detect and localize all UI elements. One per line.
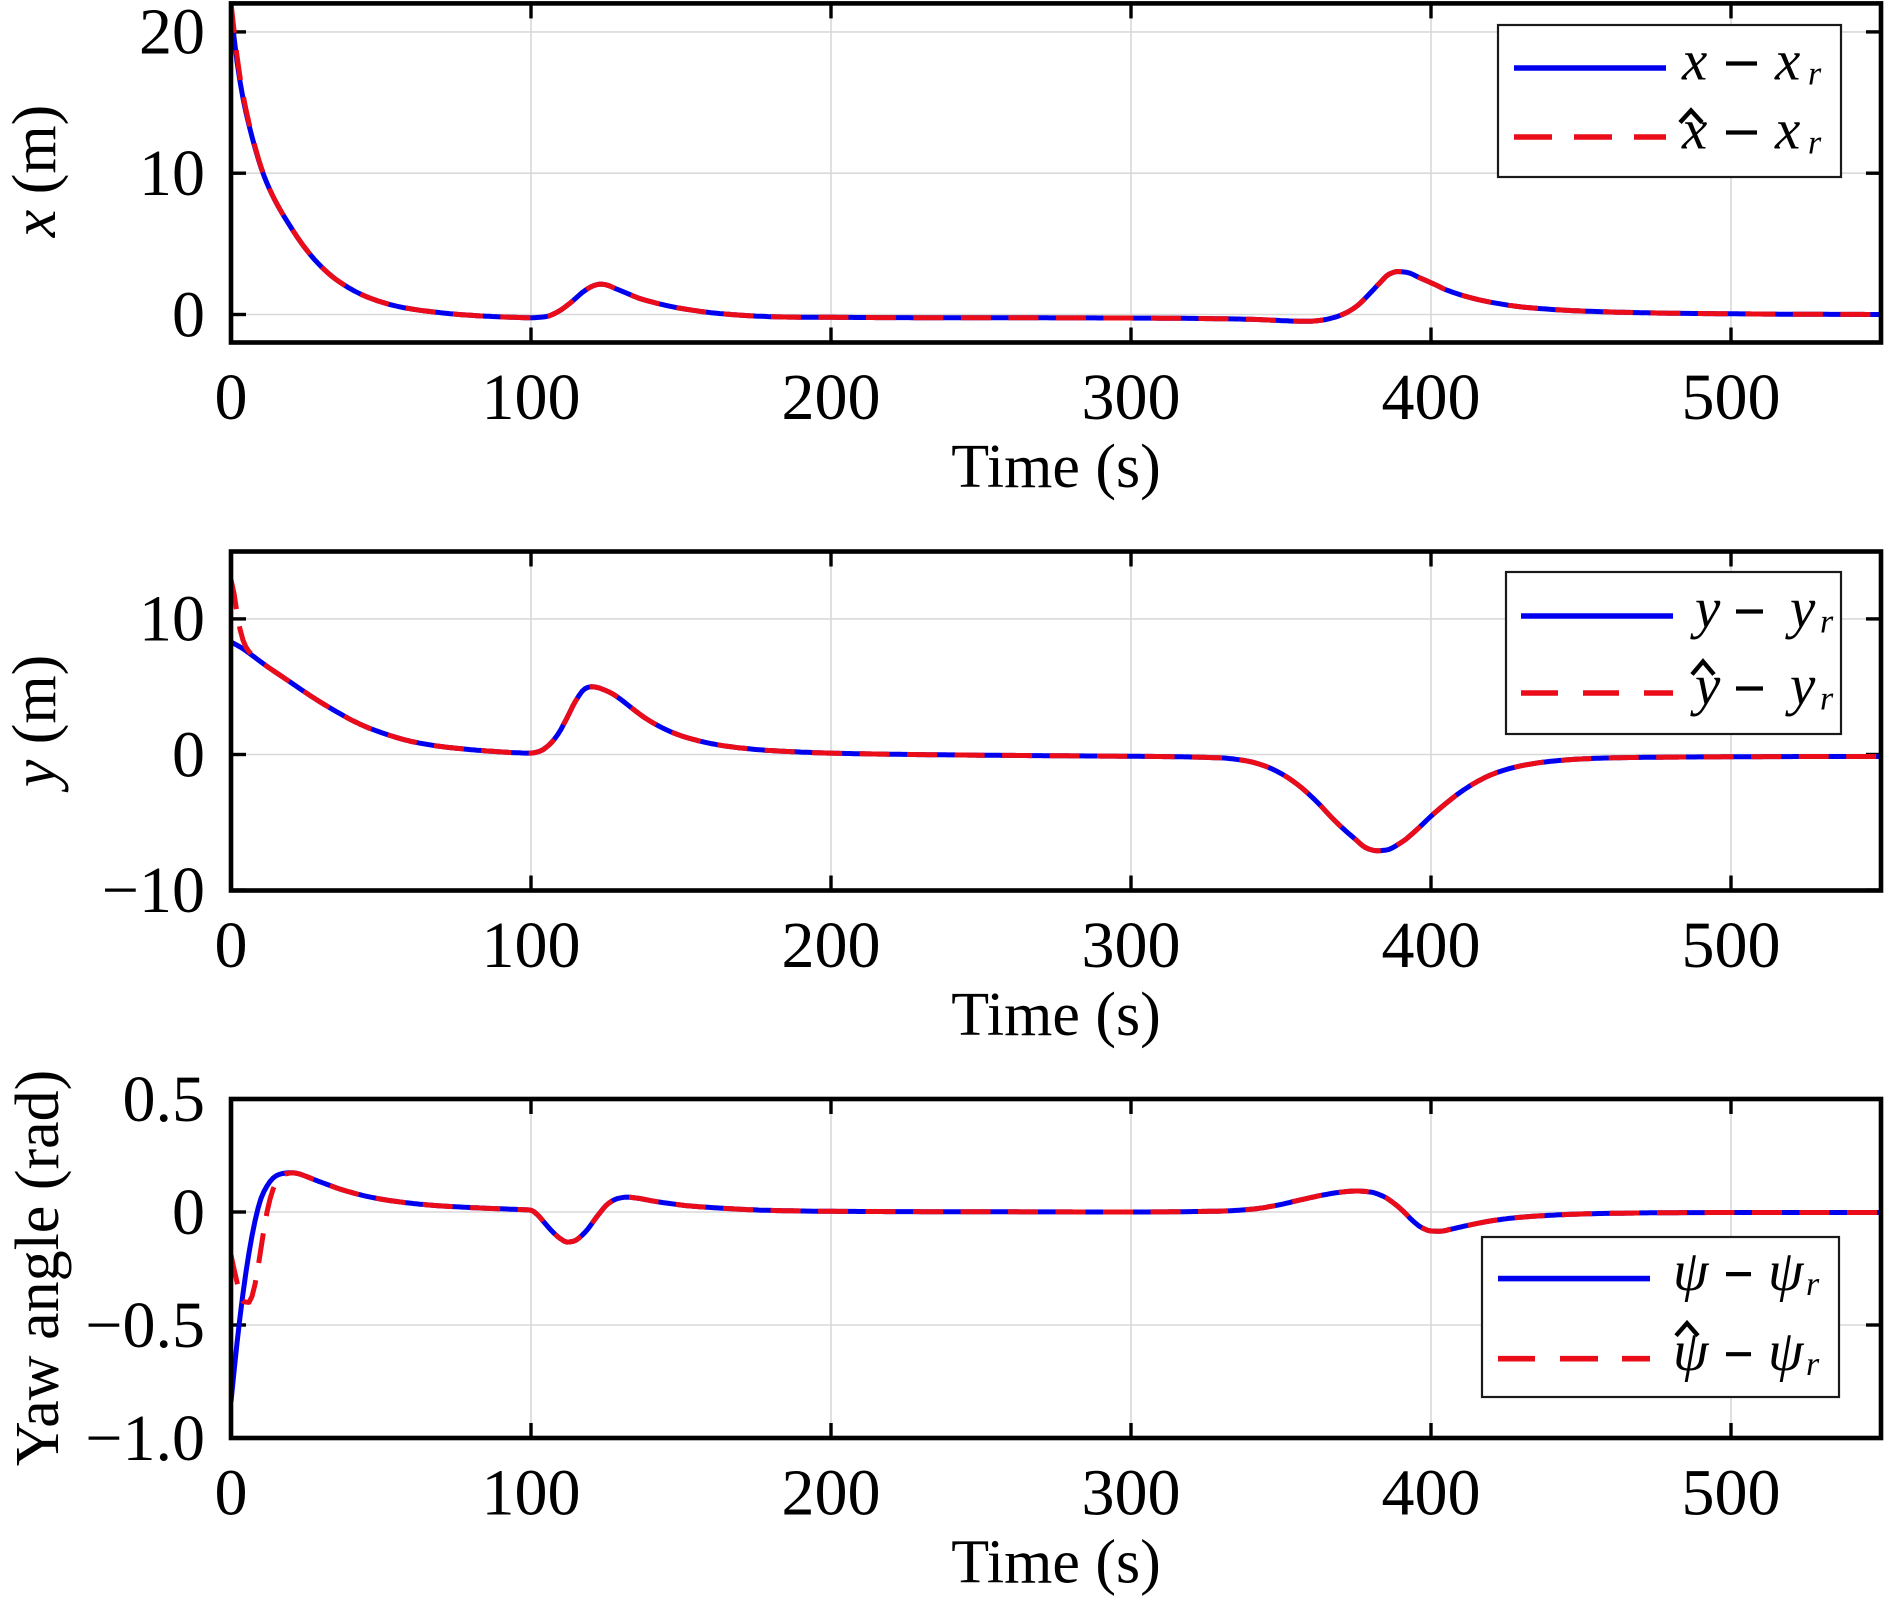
svg-text:100: 100: [482, 361, 581, 434]
svg-text:200: 200: [782, 1457, 881, 1530]
svg-text:500: 500: [1682, 909, 1781, 982]
svg-text:x: x: [1681, 99, 1707, 162]
svg-text:x: x: [1774, 30, 1800, 93]
svg-text:ψ: ψ: [1768, 1320, 1805, 1383]
svg-text:0: 0: [215, 1457, 248, 1530]
svg-text:−0.5: −0.5: [85, 1289, 205, 1362]
svg-text:y: y: [1690, 578, 1721, 641]
svg-text:300: 300: [1082, 361, 1181, 434]
svg-text:0: 0: [172, 1176, 205, 1249]
svg-text:400: 400: [1382, 361, 1481, 434]
svg-text:0: 0: [215, 909, 248, 982]
svg-text:100: 100: [482, 909, 581, 982]
svg-text:0: 0: [215, 361, 248, 434]
svg-text:r: r: [1820, 681, 1834, 718]
svg-text:400: 400: [1382, 1457, 1481, 1530]
svg-text:ψ: ψ: [1673, 1240, 1710, 1303]
svg-text:400: 400: [1382, 909, 1481, 982]
svg-text:−10: −10: [102, 854, 205, 927]
svg-text:x: x: [1774, 99, 1800, 162]
svg-text:200: 200: [782, 909, 881, 982]
svg-text:10: 10: [139, 583, 205, 656]
svg-text:300: 300: [1082, 909, 1181, 982]
svg-text:x: x: [1681, 30, 1707, 93]
svg-text:0.5: 0.5: [123, 1063, 206, 1136]
svg-text:y (m): y (m): [1, 655, 69, 794]
svg-text:ψ: ψ: [1768, 1240, 1805, 1303]
svg-text:300: 300: [1082, 1457, 1181, 1530]
svg-text:Yaw angle (rad): Yaw angle (rad): [4, 1070, 72, 1467]
svg-text:500: 500: [1682, 1457, 1781, 1530]
svg-text:0: 0: [172, 278, 205, 351]
svg-text:r: r: [1806, 1346, 1820, 1383]
svg-text:Time (s): Time (s): [951, 981, 1161, 1049]
svg-text:y: y: [1785, 655, 1816, 718]
svg-text:x (m): x (m): [1, 105, 69, 239]
svg-text:10: 10: [139, 137, 205, 210]
svg-text:−1.0: −1.0: [85, 1402, 205, 1475]
svg-text:500: 500: [1682, 361, 1781, 434]
svg-text:Time (s): Time (s): [951, 1529, 1161, 1597]
svg-text:0: 0: [172, 718, 205, 791]
svg-text:y: y: [1785, 578, 1816, 641]
svg-text:Time (s): Time (s): [951, 433, 1161, 501]
svg-text:r: r: [1808, 125, 1822, 162]
svg-text:200: 200: [782, 361, 881, 434]
svg-text:20: 20: [139, 0, 205, 69]
svg-text:r: r: [1820, 604, 1834, 641]
svg-text:r: r: [1806, 1266, 1820, 1303]
svg-text:r: r: [1808, 56, 1822, 93]
svg-text:100: 100: [482, 1457, 581, 1530]
